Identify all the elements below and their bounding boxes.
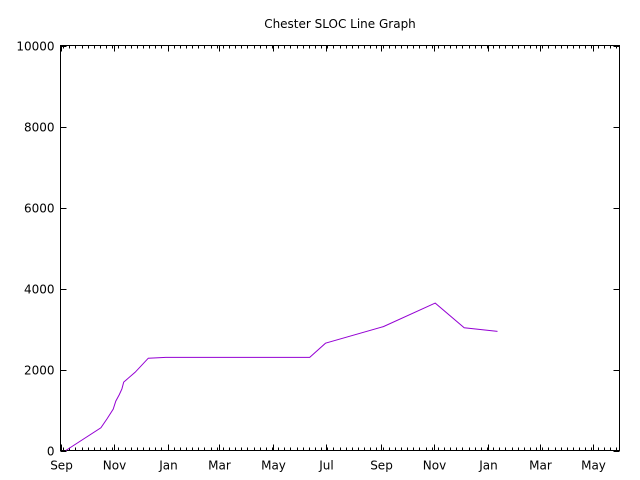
series-line	[65, 302, 498, 451]
x-tick-label: Sep	[370, 459, 393, 473]
y-tick-label: 10000	[16, 40, 54, 54]
x-tick-label: Jan	[158, 459, 178, 473]
x-tick-label: Mar	[529, 459, 552, 473]
y-tick-label: 2000	[24, 364, 55, 378]
x-tick-label: Jul	[318, 459, 333, 473]
x-tick-label: Sep	[50, 459, 73, 473]
chart-title: Chester SLOC Line Graph	[264, 17, 416, 31]
x-axis: Sep Nov Jan Mar May Jul Sep Nov Jan Mar May	[50, 45, 617, 473]
x-tick-label: Jan	[478, 459, 498, 473]
x-tick-label: Nov	[423, 459, 446, 473]
y-tick-label: 4000	[24, 283, 55, 297]
y-tick-label: 6000	[24, 202, 55, 216]
plot-border	[60, 45, 620, 451]
x-tick-label: Nov	[103, 459, 126, 473]
y-axis: 0 2000 4000 6000 8000 10000	[16, 40, 620, 459]
x-tick-label: May	[261, 459, 286, 473]
x-tick-label: May	[581, 459, 606, 473]
y-tick-label: 8000	[24, 121, 55, 135]
series-layer	[65, 302, 498, 451]
x-tick-label: Mar	[208, 459, 231, 473]
y-tick-label: 0	[47, 445, 55, 459]
